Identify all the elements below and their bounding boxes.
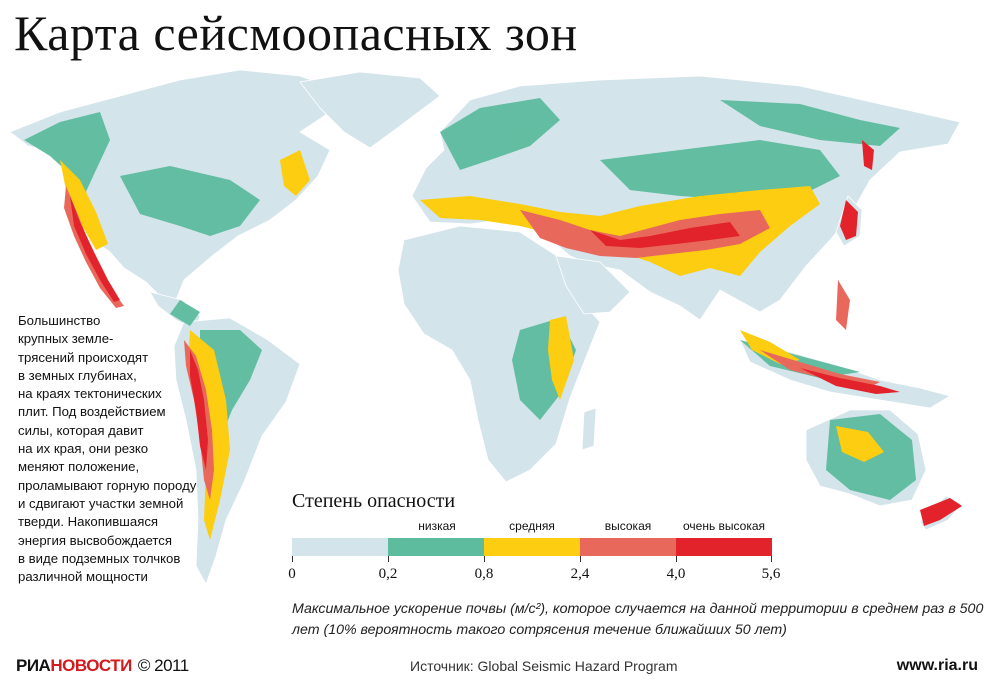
text-line: меняют положение,: [18, 459, 140, 475]
text-line: в виде подземных толчков: [18, 550, 181, 566]
madagascar: [581, 407, 597, 451]
greenland: [299, 71, 441, 149]
legend-tick-mark: [771, 556, 772, 562]
legend-tick-label: 0,2: [378, 566, 398, 582]
explanatory-text: Большинство крупных земле- трясений прои…: [18, 312, 208, 586]
text-line: силы, которая давит: [18, 422, 144, 438]
legend-label-very-high: очень высокая: [682, 519, 766, 533]
legend-swatch-minimal: [292, 538, 388, 556]
legend-tick-mark: [580, 556, 581, 562]
legend-swatch-very-high: [676, 538, 772, 556]
legend-tick-label: 0: [288, 566, 296, 582]
legend-color-bar: [292, 538, 772, 556]
text-line: трясений происходят: [18, 349, 149, 365]
legend-caption: Максимальное ускорение почвы (м/с²), кот…: [292, 601, 984, 638]
legend-title: Степень опасности: [292, 490, 456, 512]
legend-label-medium: средняя: [509, 519, 555, 533]
legend-label-high: высокая: [604, 519, 652, 533]
text-line: на их края, они резко: [18, 441, 149, 457]
legend-tick-mark: [292, 556, 293, 562]
text-line: плит. Под воздействием: [18, 404, 166, 420]
legend-swatch-low: [388, 538, 484, 556]
legend-tick-label: 4,0: [666, 566, 686, 582]
source-credit: Источник: Global Seismic Hazard Program: [410, 658, 678, 674]
legend-tick-mark: [484, 556, 485, 562]
logo-part-novosti: НОВОСТИ: [50, 656, 132, 675]
site-url: www.ria.ru: [896, 657, 978, 674]
text-line: энергия высвобождается: [18, 532, 173, 548]
text-line: в земных глубинах,: [18, 367, 137, 383]
legend-swatch-high: [580, 538, 676, 556]
text-line: и сдвигают участки земной: [18, 495, 184, 511]
text-line: на краях тектонических: [18, 386, 162, 402]
legend-tick-label: 5,6: [761, 566, 781, 582]
legend-label-low: низкая: [418, 519, 456, 533]
legend-swatch-medium: [484, 538, 580, 556]
text-line: Большинство: [18, 313, 101, 328]
page-title: Карта сейсмоопасных зон: [14, 5, 578, 61]
legend-tick-mark: [676, 556, 677, 562]
legend-tick-label: 2,4: [570, 566, 590, 582]
arabia: [555, 255, 631, 315]
text-line: крупных земле-: [18, 331, 114, 347]
copyright: © 2011: [137, 656, 189, 675]
text-line: различной мощности: [18, 569, 148, 585]
text-line: тверди. Накопившаяся: [18, 514, 159, 530]
logo-part-ria: РИА: [16, 656, 51, 675]
legend-tick-label: 0,8: [474, 566, 494, 582]
text-line: проламывают горную породу: [18, 477, 197, 493]
ria-novosti-logo: РИАНОВОСТИ © 2011: [16, 656, 189, 676]
hazard-very-high-zones: [70, 140, 962, 526]
legend-tick-mark: [388, 556, 389, 562]
